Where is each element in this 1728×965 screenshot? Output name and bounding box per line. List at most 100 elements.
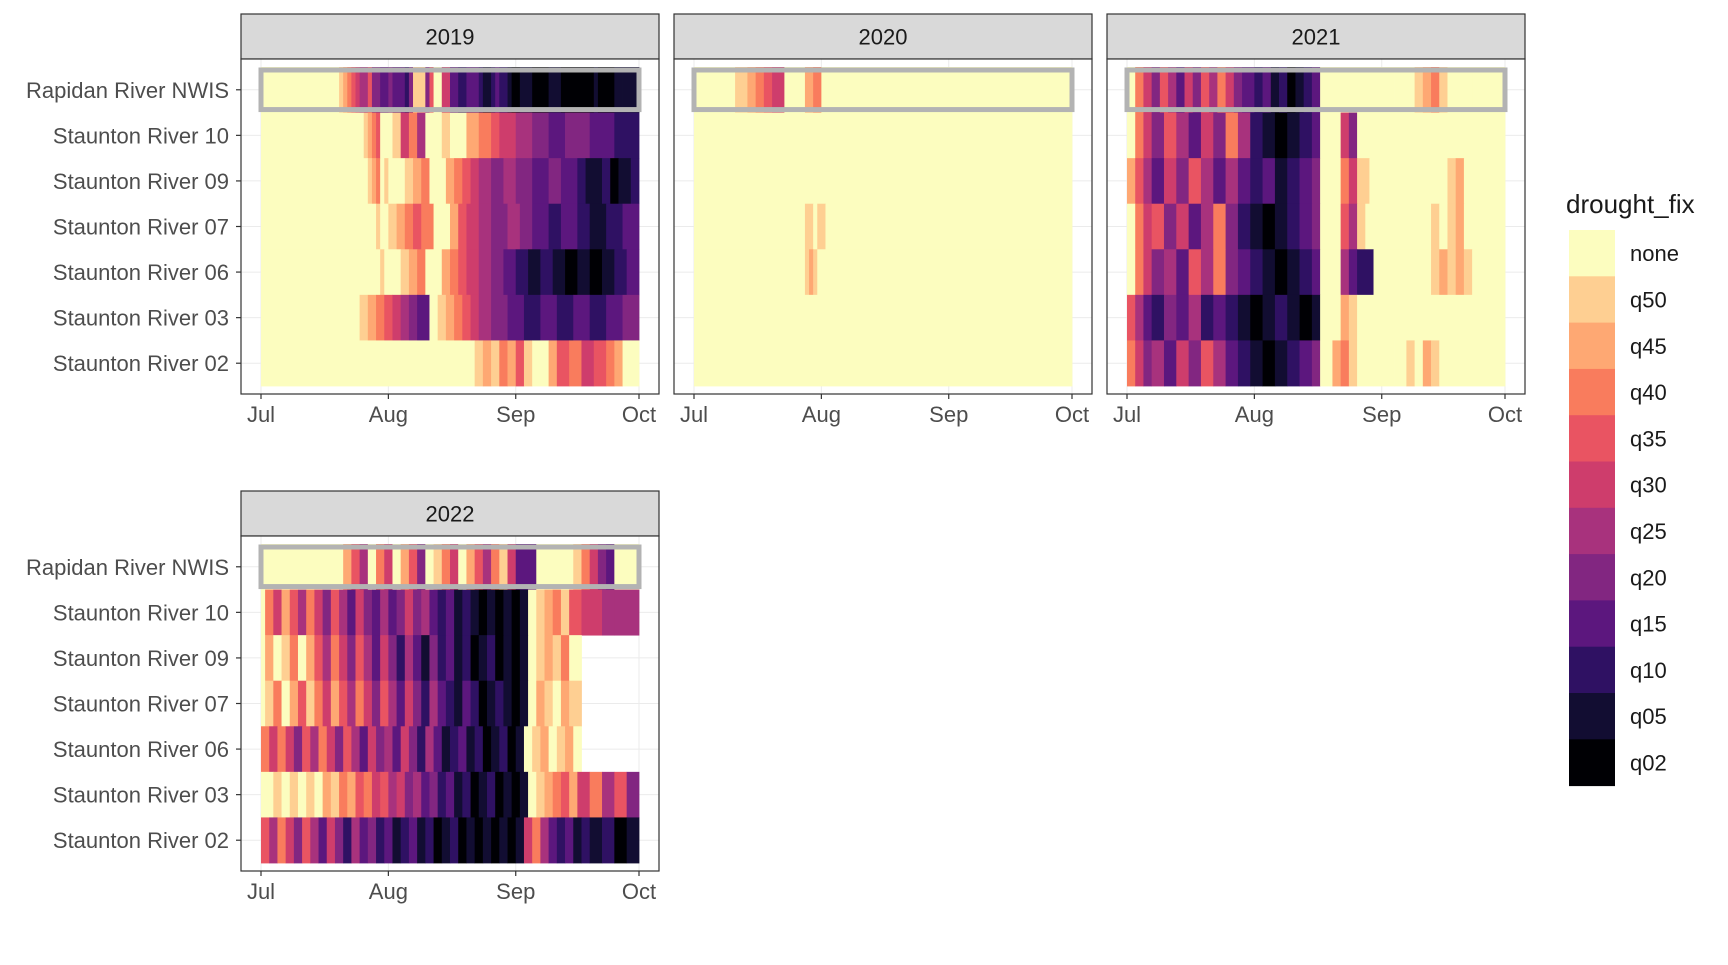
heat-tile	[1143, 249, 1153, 296]
heat-tile	[589, 112, 615, 159]
heat-tile	[297, 771, 307, 818]
heat-tile	[589, 294, 607, 341]
heat-tile	[454, 771, 463, 818]
heat-tile	[425, 726, 434, 773]
facet-panel-2020: 2020 Jul Aug Sep Oct	[673, 13, 1093, 427]
heat-tile	[466, 112, 480, 159]
heat-tile	[614, 544, 640, 590]
heat-tile	[1357, 249, 1374, 296]
x-tick-label: Sep	[1362, 402, 1401, 427]
heat-tile	[519, 589, 529, 636]
facet-strip	[240, 490, 660, 537]
heat-tile	[581, 589, 603, 636]
facet-strip	[240, 13, 660, 60]
heat-tile	[413, 589, 422, 636]
heat-tile	[421, 771, 430, 818]
heat-tile	[1237, 294, 1251, 341]
heat-tile	[388, 203, 397, 250]
heat-tile	[371, 67, 381, 113]
heat-tile	[429, 294, 439, 341]
heat-tile	[694, 249, 806, 296]
heat-tile	[367, 544, 377, 590]
heat-tile	[1406, 340, 1416, 387]
heat-tile	[556, 294, 574, 341]
heat-tile	[277, 817, 287, 864]
heat-tile	[1143, 294, 1153, 341]
heat-tile	[622, 67, 640, 113]
heat-tile	[1431, 67, 1440, 113]
x-tick-label: Jul	[680, 402, 708, 427]
heat-tile	[458, 249, 467, 296]
heat-tile	[694, 67, 736, 113]
heat-tile	[499, 340, 508, 387]
heat-tile	[499, 817, 508, 864]
heat-tile	[523, 817, 533, 864]
y-tick-label: Rapidan River NWIS	[26, 555, 229, 580]
heat-tile	[1439, 340, 1506, 387]
heat-tile	[470, 635, 480, 682]
heat-tile	[528, 249, 541, 296]
heat-tile	[371, 112, 377, 159]
heat-tile	[1357, 294, 1506, 341]
heat-tile	[548, 67, 562, 113]
heat-tile	[1287, 340, 1300, 387]
heat-tile	[380, 203, 389, 250]
heat-tile	[359, 294, 369, 341]
highlight-box	[691, 67, 1075, 113]
heat-tile	[478, 771, 488, 818]
heat-tile	[458, 67, 467, 113]
x-tick-label: Aug	[802, 402, 841, 427]
heat-tile	[392, 726, 402, 773]
heat-tile	[1163, 203, 1177, 250]
heat-tile	[552, 771, 562, 818]
y-tick-label: Rapidan River NWIS	[26, 78, 229, 103]
facet-strip-label: 2020	[859, 25, 908, 50]
heat-tile	[585, 158, 603, 205]
x-tick-label: Aug	[1235, 402, 1274, 427]
heat-tile	[392, 817, 402, 864]
heat-tile	[470, 680, 480, 727]
heat-tile	[359, 726, 369, 773]
heat-tile	[1381, 340, 1395, 387]
legend-label: q20	[1630, 565, 1667, 590]
heat-tile	[376, 203, 381, 250]
heat-tile	[384, 294, 393, 341]
heat-tile	[1127, 67, 1136, 113]
heat-tile	[1262, 67, 1272, 113]
heat-tile	[515, 158, 533, 205]
heat-tile	[499, 67, 508, 113]
heat-tile	[388, 67, 393, 113]
heat-tile	[413, 680, 422, 727]
heat-tile	[363, 635, 373, 682]
heat-tile	[540, 249, 554, 296]
heat-tile	[1455, 203, 1465, 250]
heat-tile	[507, 726, 517, 773]
heat-tile	[1455, 249, 1465, 296]
heat-tile	[1213, 158, 1227, 205]
heat-tile	[1447, 67, 1473, 113]
heat-tile	[560, 635, 570, 682]
heat-tile	[556, 340, 570, 387]
heat-tile	[450, 544, 459, 590]
heat-tile	[540, 294, 558, 341]
heat-tile	[380, 249, 385, 296]
heat-tile	[614, 340, 623, 387]
heat-tile	[413, 67, 426, 113]
heat-tile	[1135, 203, 1144, 250]
heat-tile	[454, 294, 463, 341]
heat-tile	[458, 817, 467, 864]
heat-tile	[540, 67, 550, 113]
heat-tile	[343, 726, 352, 773]
heat-tile	[1340, 249, 1350, 296]
heat-tile	[421, 635, 430, 682]
heat-tile	[425, 67, 430, 113]
heat-tile	[519, 680, 529, 727]
heat-tile	[367, 112, 373, 159]
heat-tile	[376, 158, 381, 205]
heat-tile	[380, 158, 385, 205]
heat-tile	[1472, 67, 1506, 113]
heat-tile	[528, 635, 537, 682]
heat-tile	[478, 158, 492, 205]
heat-tile	[273, 635, 282, 682]
